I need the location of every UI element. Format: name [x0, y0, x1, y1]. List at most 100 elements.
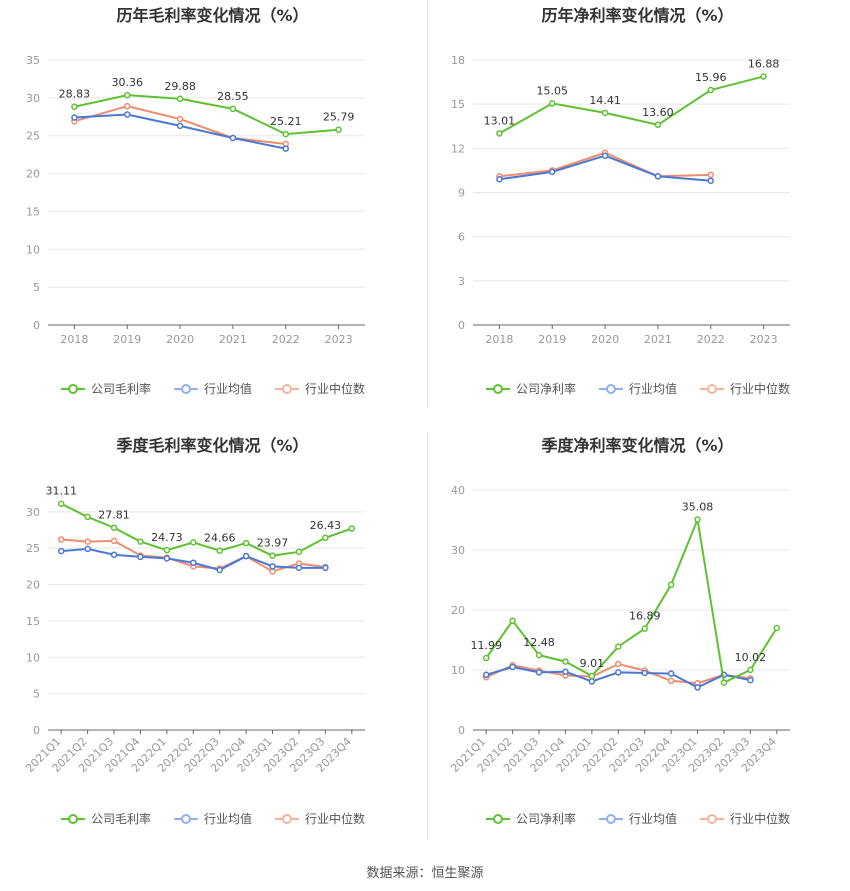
- x-tick-label: 2020: [591, 333, 619, 346]
- y-tick-label: 20: [26, 168, 40, 181]
- legend-marker-company: [485, 383, 510, 394]
- legend-label: 公司毛利率: [90, 812, 151, 826]
- y-tick-label: 9: [458, 187, 465, 200]
- data-point-avg: [71, 114, 78, 121]
- legend-item-median[interactable]: 行业中位数: [274, 810, 365, 827]
- data-point-avg: [535, 669, 543, 676]
- data-label: 13.60: [642, 106, 674, 119]
- legend-item-company[interactable]: 公司净利率: [485, 380, 576, 397]
- data-point-company: [295, 548, 303, 556]
- data-label: 12.48: [523, 636, 555, 649]
- data-point-company: [322, 534, 329, 542]
- x-tick-label: 2019: [538, 333, 566, 346]
- data-point-avg: [269, 563, 276, 570]
- series-line-company: [498, 75, 764, 135]
- data-point-avg: [176, 122, 184, 130]
- legend-item-company[interactable]: 公司毛利率: [60, 380, 151, 397]
- legend-label: 公司净利率: [515, 812, 576, 826]
- y-tick-label: 0: [33, 319, 40, 332]
- data-label: 9.01: [580, 657, 605, 670]
- data-point-company: [57, 500, 65, 507]
- legend-item-avg[interactable]: 行业均值: [598, 810, 677, 827]
- legend-marker-company: [485, 813, 510, 824]
- legend-label: 公司毛利率: [90, 382, 151, 396]
- legend-label: 行业均值: [203, 812, 252, 826]
- data-point-company: [535, 651, 543, 659]
- data-point-company: [124, 91, 131, 99]
- legend-item-company[interactable]: 公司毛利率: [60, 810, 151, 827]
- y-tick-label: 18: [451, 54, 465, 67]
- data-point-avg: [295, 564, 303, 572]
- data-label: 28.55: [217, 90, 249, 103]
- quarterly-net-margin-chart: 季度净利率变化情况（%） 0 10 20 30 40 2021Q1 2021Q2 2021Q3…: [425, 430, 850, 850]
- data-point-company: [269, 552, 276, 559]
- data-point-avg: [601, 152, 609, 159]
- data-label: 16.89: [629, 610, 661, 623]
- data-point-company: [641, 625, 648, 632]
- legend-label: 行业中位数: [730, 382, 791, 396]
- legend-item-median[interactable]: 行业中位数: [699, 810, 790, 827]
- legend-item-avg[interactable]: 行业均值: [598, 380, 677, 397]
- data-point-avg: [588, 678, 596, 685]
- legend-label: 行业均值: [203, 382, 252, 396]
- chart-title: 历年毛利率变化情况（%）: [116, 6, 309, 25]
- data-point-avg: [641, 669, 648, 677]
- legend-label: 行业中位数: [305, 812, 366, 826]
- data-point-avg: [84, 545, 91, 553]
- data-point-company: [694, 516, 701, 523]
- annual-gross-margin-chart: 历年毛利率变化情况（%） 0 5 10 15 20 25 30 35 2018 2019 2020 2…: [0, 0, 425, 420]
- y-tick-label: 10: [451, 664, 465, 677]
- legend-label: 行业中位数: [730, 812, 791, 826]
- data-point-company: [562, 658, 569, 665]
- legend-marker-median: [700, 813, 724, 824]
- data-point-avg: [667, 670, 675, 677]
- data-point-avg: [322, 564, 329, 572]
- data-point-avg: [562, 668, 569, 676]
- data-point-avg: [110, 551, 118, 558]
- panel-divider-top: [427, 0, 428, 408]
- legend-item-median[interactable]: 行业中位数: [699, 380, 790, 397]
- x-tick-label: 2022: [272, 333, 300, 346]
- legend-marker-median: [700, 383, 724, 394]
- data-point-avg: [615, 669, 622, 676]
- data-point-avg: [216, 566, 223, 574]
- data-point-median: [57, 536, 65, 543]
- legend-item-company[interactable]: 公司净利率: [485, 810, 576, 827]
- legend-marker-median: [275, 813, 299, 824]
- quarterly-gross-margin-chart: 季度毛利率变化情况（%） 0 5 10 15 20 25 30 2021Q1 2021Q2 202…: [0, 430, 425, 850]
- data-point-median: [269, 568, 276, 575]
- x-tick-label: 2020: [166, 333, 194, 346]
- y-tick-label: 30: [26, 92, 40, 105]
- panel-divider-bottom: [427, 432, 428, 840]
- data-point-avg: [707, 177, 714, 184]
- data-point-median: [124, 102, 131, 110]
- legend-label: 公司净利率: [515, 382, 576, 396]
- data-point-company: [229, 105, 237, 113]
- data-label: 25.79: [323, 111, 355, 124]
- data-point-median: [615, 660, 622, 668]
- data-point-median: [110, 537, 118, 545]
- y-tick-label: 20: [451, 604, 465, 617]
- data-point-company: [509, 617, 516, 625]
- y-tick-label: 20: [26, 579, 40, 592]
- legend-item-median[interactable]: 行业中位数: [274, 380, 365, 397]
- y-tick-label: 12: [451, 142, 465, 155]
- data-point-company: [163, 546, 171, 554]
- data-label: 27.81: [98, 509, 130, 522]
- plot-area: 0102030402021Q12021Q22021Q32021Q42022Q12…: [448, 484, 790, 775]
- plot-area: 0 3 6 9 12 15 18 2018 2019 2020 2021 2022 2023 13.01 1…: [451, 54, 790, 346]
- data-point-company: [760, 73, 767, 80]
- legend-item-avg[interactable]: 行业均值: [173, 380, 252, 397]
- annual-net-margin-chart: 历年净利率变化情况（%） 0 3 6 9 12 15 18 2018 2019 2020 2021 2…: [425, 0, 850, 420]
- y-tick-label: 25: [26, 542, 40, 555]
- data-point-company: [720, 679, 728, 686]
- y-tick-label: 0: [33, 724, 40, 737]
- legend-item-avg[interactable]: 行业均值: [173, 810, 252, 827]
- data-point-avg: [747, 676, 754, 684]
- data-point-company: [588, 672, 596, 680]
- data-point-median: [707, 171, 714, 179]
- data-label: 15.96: [695, 71, 727, 84]
- y-tick-label: 15: [451, 98, 465, 111]
- legend: 公司净利率 行业均值 行业中位数: [425, 810, 850, 827]
- y-tick-label: 5: [33, 281, 40, 294]
